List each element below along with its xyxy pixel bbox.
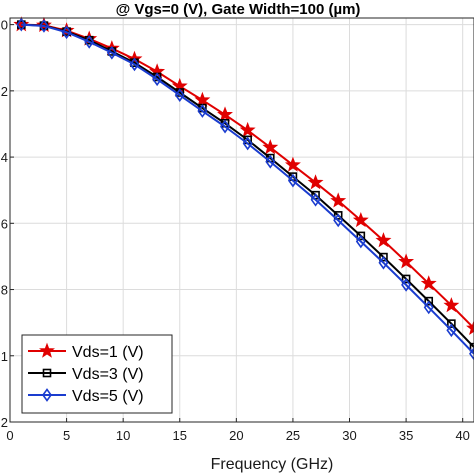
y-tick-label: 8 xyxy=(1,283,8,298)
data-point xyxy=(84,34,95,49)
series-line xyxy=(21,23,474,355)
data-point xyxy=(420,275,437,291)
series-layer xyxy=(13,16,474,361)
data-point xyxy=(355,234,366,249)
data-point xyxy=(16,17,27,32)
x-tick-label: 40 xyxy=(455,428,469,443)
x-tick-label: 10 xyxy=(116,428,130,443)
data-point xyxy=(333,211,343,220)
data-point xyxy=(401,274,411,284)
data-point xyxy=(217,106,233,122)
data-point xyxy=(398,253,415,269)
data-point xyxy=(152,72,163,87)
data-point xyxy=(469,342,474,352)
data-point xyxy=(375,232,392,248)
data-point xyxy=(239,121,256,138)
data-point xyxy=(58,22,75,38)
data-point xyxy=(443,297,460,313)
y-tick-label: 6 xyxy=(1,216,8,231)
data-point xyxy=(129,57,140,72)
data-point xyxy=(310,192,321,207)
y-axis-ticks: 0 2 4 6 8 1 2 xyxy=(1,18,14,430)
legend-marker xyxy=(42,388,52,402)
data-point xyxy=(242,136,253,151)
data-point xyxy=(401,278,412,292)
x-tick-label: 5 xyxy=(63,428,70,443)
data-point xyxy=(466,319,474,336)
x-axis-ticks: 0 5 10 15 20 25 30 35 40 xyxy=(6,418,470,443)
data-point xyxy=(330,192,347,208)
x-tick-label: 35 xyxy=(399,428,413,443)
data-point xyxy=(194,91,211,107)
data-point xyxy=(352,211,369,228)
legend-label: Vds=3 (V) xyxy=(72,366,144,383)
legend-label: Vds=5 (V) xyxy=(72,388,144,405)
x-tick-label: 30 xyxy=(342,428,356,443)
data-point xyxy=(307,174,324,190)
legend: Vds=1 (V) Vds=3 (V) Vds=5 (V) xyxy=(21,334,173,414)
y-tick-label: 2 xyxy=(1,415,8,430)
x-tick-label: 20 xyxy=(229,428,243,443)
data-point xyxy=(378,255,389,270)
data-point xyxy=(284,156,301,172)
x-tick-label: 0 xyxy=(6,428,13,443)
data-point xyxy=(106,45,117,60)
data-point xyxy=(220,119,231,134)
data-point xyxy=(61,25,72,40)
plot-area-frame xyxy=(9,17,474,423)
legend-label: Vds=1 (V) xyxy=(72,344,144,361)
y-tick-label: 1 xyxy=(1,349,8,364)
series-3 xyxy=(16,17,474,361)
grid-lines xyxy=(9,18,474,423)
data-point xyxy=(38,19,49,33)
legend-marker xyxy=(39,342,55,358)
data-point xyxy=(265,154,276,169)
series-1 xyxy=(13,16,474,336)
y-tick-label: 0 xyxy=(1,18,8,33)
y-tick-label: 4 xyxy=(1,150,8,165)
data-point xyxy=(333,213,344,228)
x-tick-label: 25 xyxy=(286,428,300,443)
data-point xyxy=(287,173,298,188)
x-tick-label: 15 xyxy=(173,428,187,443)
data-point xyxy=(447,319,456,328)
data-point xyxy=(469,346,474,361)
legend-marker xyxy=(42,368,52,378)
data-point xyxy=(379,252,388,262)
data-point xyxy=(446,323,457,338)
data-point xyxy=(356,231,366,241)
data-point xyxy=(174,88,185,103)
data-point xyxy=(197,104,208,118)
series-line xyxy=(21,23,474,348)
x-axis-label: Frequency (GHz) xyxy=(211,456,334,473)
data-point xyxy=(262,139,279,155)
y-tick-label: 2 xyxy=(1,84,8,99)
chart-title: @ Vgs=0 (V), Gate Width=100 (µm) xyxy=(116,1,361,18)
data-point xyxy=(423,300,434,315)
data-point xyxy=(424,296,434,306)
